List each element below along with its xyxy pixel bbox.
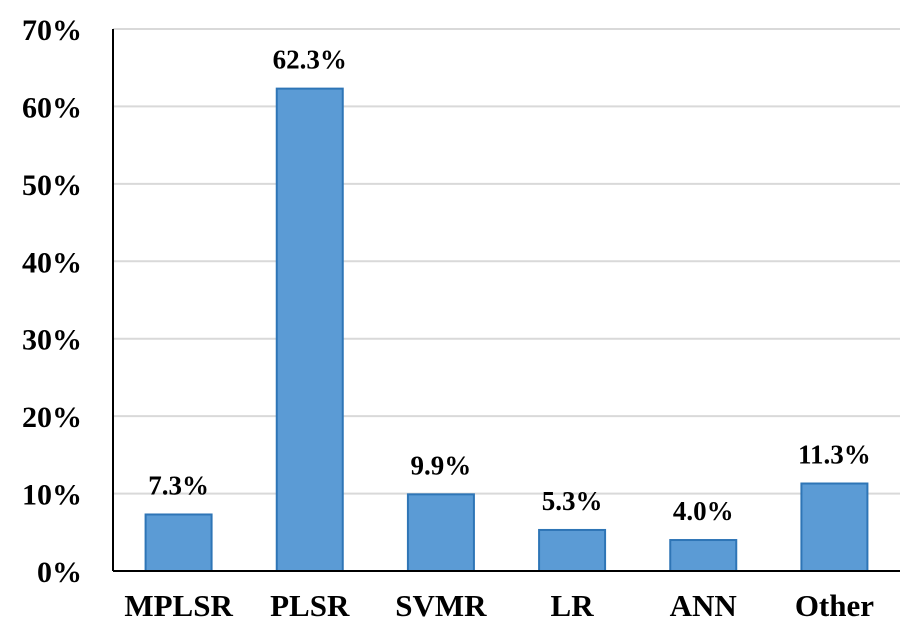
y-tick-label: 20% [22, 401, 82, 434]
category-label: Other [795, 588, 874, 623]
bar-mplsr [144, 513, 213, 573]
y-tick-label: 10% [22, 479, 82, 512]
category-label: ANN [670, 588, 737, 623]
bar-other [800, 482, 869, 572]
category-label: MPLSR [124, 588, 233, 623]
data-label: 11.3% [798, 440, 871, 470]
data-labels: 7.3% 62.3% 9.9% 5.3% 4.0% 11.3% [148, 45, 871, 526]
category-labels: MPLSR PLSR SVMR LR ANN Other [124, 588, 874, 623]
bar-lr [538, 528, 607, 572]
category-label: PLSR [270, 588, 350, 623]
y-tick-label: 40% [22, 246, 82, 279]
data-label: 4.0% [673, 496, 734, 526]
bar-svmr [406, 493, 475, 572]
y-tick-label: 70% [22, 14, 82, 47]
category-label: SVMR [395, 588, 487, 623]
axes [112, 29, 900, 572]
y-tick-label: 60% [22, 91, 82, 124]
bars [144, 87, 869, 573]
category-label: LR [551, 588, 595, 623]
y-tick-label: 0% [37, 556, 82, 589]
y-tick-label: 50% [22, 169, 82, 202]
bar-ann [669, 539, 738, 572]
y-tick-labels: 0% 10% 20% 30% 40% 50% 60% 70% [22, 14, 82, 589]
data-label: 62.3% [273, 45, 347, 75]
data-label: 9.9% [411, 450, 472, 480]
bar-plsr [275, 87, 344, 573]
y-tick-label: 30% [22, 324, 82, 357]
data-label: 5.3% [542, 486, 603, 516]
gridlines [113, 28, 900, 495]
data-label: 7.3% [148, 470, 209, 500]
